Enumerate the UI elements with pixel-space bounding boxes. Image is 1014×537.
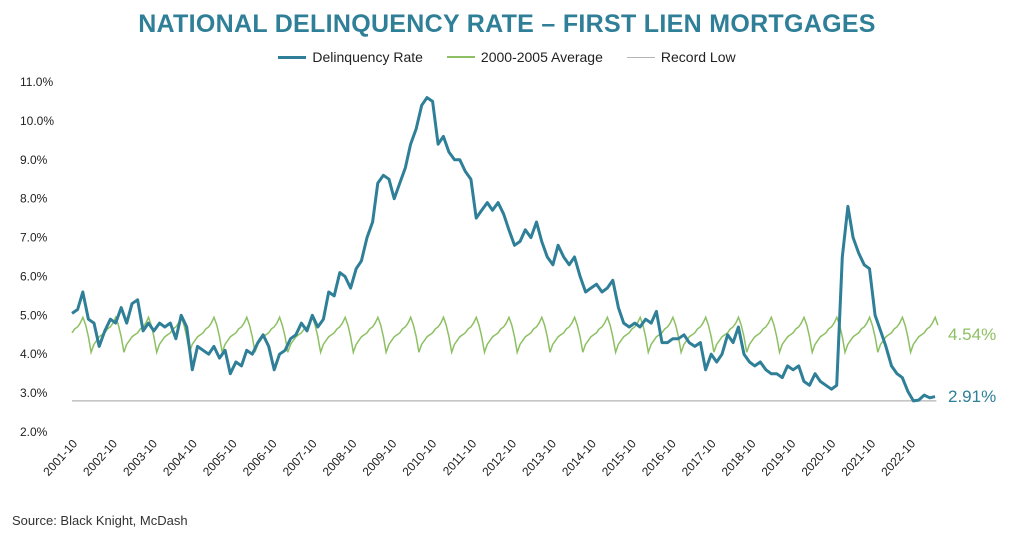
- legend-swatch-record-low: [626, 56, 655, 58]
- x-tick-label: 2017-10: [679, 436, 719, 478]
- x-tick-label: 2020-10: [799, 436, 839, 478]
- x-tick-label: 2008-10: [320, 436, 360, 478]
- x-tick-label: 2016-10: [639, 436, 679, 478]
- x-tick-label: 2012-10: [479, 436, 519, 478]
- x-tick-label: 2014-10: [559, 436, 599, 478]
- y-tick-label: 10.0%: [20, 114, 54, 128]
- y-tick-label: 8.0%: [20, 192, 48, 206]
- x-tick-label: 2009-10: [360, 436, 400, 478]
- x-tick-label: 2013-10: [519, 436, 559, 478]
- legend-label-record-low: Record Low: [660, 49, 736, 65]
- y-tick-label: 3.0%: [20, 386, 48, 400]
- delinquency-line: [71, 96, 936, 403]
- delinquency-end-label: 2.91%: [948, 387, 996, 406]
- x-tick-label: 2015-10: [599, 436, 639, 478]
- x-tick-label: 2007-10: [280, 436, 320, 478]
- legend-item-delinquency: Delinquency Rate: [278, 49, 423, 65]
- chart-title: NATIONAL DELINQUENCY RATE – FIRST LIEN M…: [138, 10, 876, 38]
- x-tick-label: 2018-10: [719, 436, 759, 478]
- y-tick-label: 2.0%: [20, 425, 48, 439]
- x-tick-label: 2003-10: [120, 436, 160, 478]
- legend-item-record-low: Record Low: [626, 49, 736, 65]
- x-tick-label: 2004-10: [160, 436, 200, 478]
- legend-swatch-average: [446, 56, 475, 58]
- chart-legend: Delinquency Rate 2000-2005 Average Recor…: [0, 49, 1014, 65]
- x-tick-label: 2001-10: [40, 436, 80, 478]
- x-tick-label: 2002-10: [80, 436, 120, 478]
- x-tick-label: 2019-10: [759, 436, 799, 478]
- source-note: Source: Black Knight, McDash: [12, 513, 188, 528]
- x-tick-label: 2021-10: [838, 436, 878, 478]
- x-tick-label: 2010-10: [399, 436, 439, 478]
- average-line: [71, 315, 939, 356]
- y-tick-label: 9.0%: [20, 153, 48, 167]
- y-tick-label: 4.0%: [20, 347, 48, 361]
- y-tick-label: 6.0%: [20, 269, 48, 283]
- legend-label-average: 2000-2005 Average: [480, 49, 603, 65]
- y-tick-label: 11.0%: [20, 75, 53, 89]
- average-end-label: 4.54%: [948, 325, 996, 344]
- legend-swatch-delinquency: [278, 55, 307, 59]
- x-tick-label: 2011-10: [440, 436, 479, 478]
- legend-label-delinquency: Delinquency Rate: [312, 49, 423, 65]
- legend-item-average: 2000-2005 Average: [446, 49, 603, 65]
- x-tick-label: 2005-10: [200, 436, 240, 478]
- x-tick-label: 2006-10: [240, 436, 280, 478]
- x-tick-label: 2022-10: [878, 436, 918, 478]
- y-tick-label: 5.0%: [20, 308, 48, 322]
- y-tick-label: 7.0%: [20, 231, 48, 245]
